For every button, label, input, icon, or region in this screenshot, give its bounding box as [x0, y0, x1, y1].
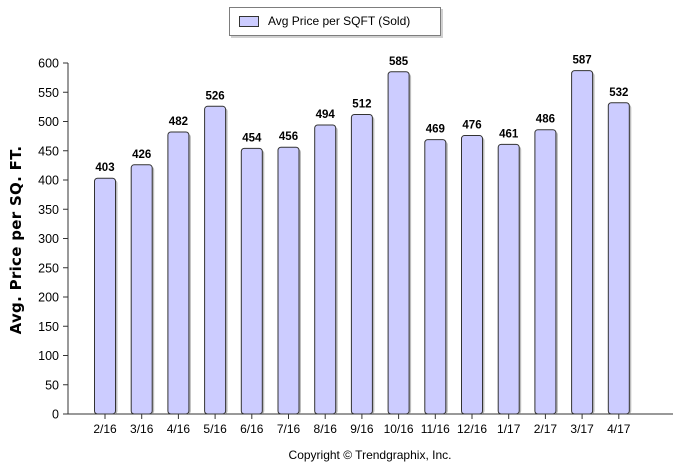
bar: [534, 129, 557, 415]
x-tick-label: 9/16: [350, 422, 374, 436]
y-tick-label: 550: [38, 86, 59, 100]
x-tick-label: 6/16: [240, 422, 264, 436]
x-tick-label: 5/16: [203, 422, 227, 436]
y-tick-label: 600: [38, 57, 59, 71]
bar: [240, 147, 263, 415]
data-label: 403: [95, 162, 114, 174]
bar: [277, 146, 300, 415]
bar: [424, 139, 447, 415]
bar: [387, 71, 410, 415]
x-tick-label: 12/16: [457, 422, 487, 436]
x-tick-label: 4/17: [607, 422, 631, 436]
bar: [204, 105, 227, 415]
data-label: 454: [242, 132, 262, 144]
bar: [350, 113, 373, 415]
x-tick-label: 2/17: [534, 422, 558, 436]
y-tick-label: 0: [52, 408, 59, 422]
y-tick-label: 350: [38, 203, 59, 217]
x-tick-label: 1/17: [497, 422, 521, 436]
x-tick-label: 3/17: [570, 422, 594, 436]
y-tick-label: 450: [38, 144, 59, 158]
x-tick-label: 10/16: [384, 422, 414, 436]
y-tick-label: 300: [38, 232, 59, 246]
x-tick-label: 11/16: [421, 422, 450, 436]
y-tick-label: 400: [38, 174, 59, 188]
data-label: 587: [573, 55, 592, 67]
y-tick-label: 250: [38, 261, 59, 275]
data-label: 486: [536, 114, 555, 126]
data-label: 476: [462, 120, 481, 132]
copyright-text: Copyright © Trendgraphix, Inc.: [288, 448, 452, 462]
y-tick-label: 200: [38, 291, 59, 305]
legend: Avg Price per SQFT (Sold): [229, 7, 441, 36]
y-tick-label: 500: [38, 115, 59, 129]
x-tick-label: 4/16: [167, 422, 191, 436]
x-tick-label: 8/16: [314, 422, 338, 436]
bar-series: [94, 70, 632, 415]
bar: [571, 70, 594, 415]
bar: [314, 124, 337, 415]
bar: [94, 177, 116, 415]
y-tick-label: 50: [45, 378, 59, 392]
bar: [130, 164, 153, 415]
data-label: 456: [279, 131, 298, 143]
bar: [167, 131, 190, 415]
x-tick-label: 3/16: [130, 422, 154, 436]
x-axis: 2/16 3/16 4/16 5/16 6/16 7/16 8/16 9/16 10/16 11/…: [68, 413, 673, 436]
y-tick-label: 150: [38, 320, 59, 334]
data-label: 469: [426, 124, 445, 136]
data-label: 532: [609, 87, 628, 99]
bar: [497, 143, 520, 415]
x-tick-label: 7/16: [277, 422, 301, 436]
y-axis-title: Avg. Price per SQ. FT.: [7, 145, 25, 335]
bar: [461, 135, 483, 415]
data-label: 461: [499, 128, 519, 140]
data-label: 585: [389, 56, 409, 68]
data-label: 426: [132, 149, 151, 161]
bar: [607, 102, 630, 415]
legend-label: Avg Price per SQFT (Sold): [268, 14, 411, 28]
y-tick-label: 100: [38, 349, 59, 363]
legend-swatch: [239, 16, 259, 27]
x-tick-label: 2/16: [93, 422, 117, 436]
data-label: 482: [169, 116, 188, 128]
data-labels: 403 426 482 526 454 456 494 512 585 469 476 461 486 5…: [95, 55, 628, 175]
y-axis: 0 50 100 150 200 250 300 350 400 450 500 550 600: [38, 57, 69, 422]
data-label: 512: [352, 98, 371, 110]
data-label: 494: [316, 109, 336, 121]
data-label: 526: [206, 90, 225, 102]
